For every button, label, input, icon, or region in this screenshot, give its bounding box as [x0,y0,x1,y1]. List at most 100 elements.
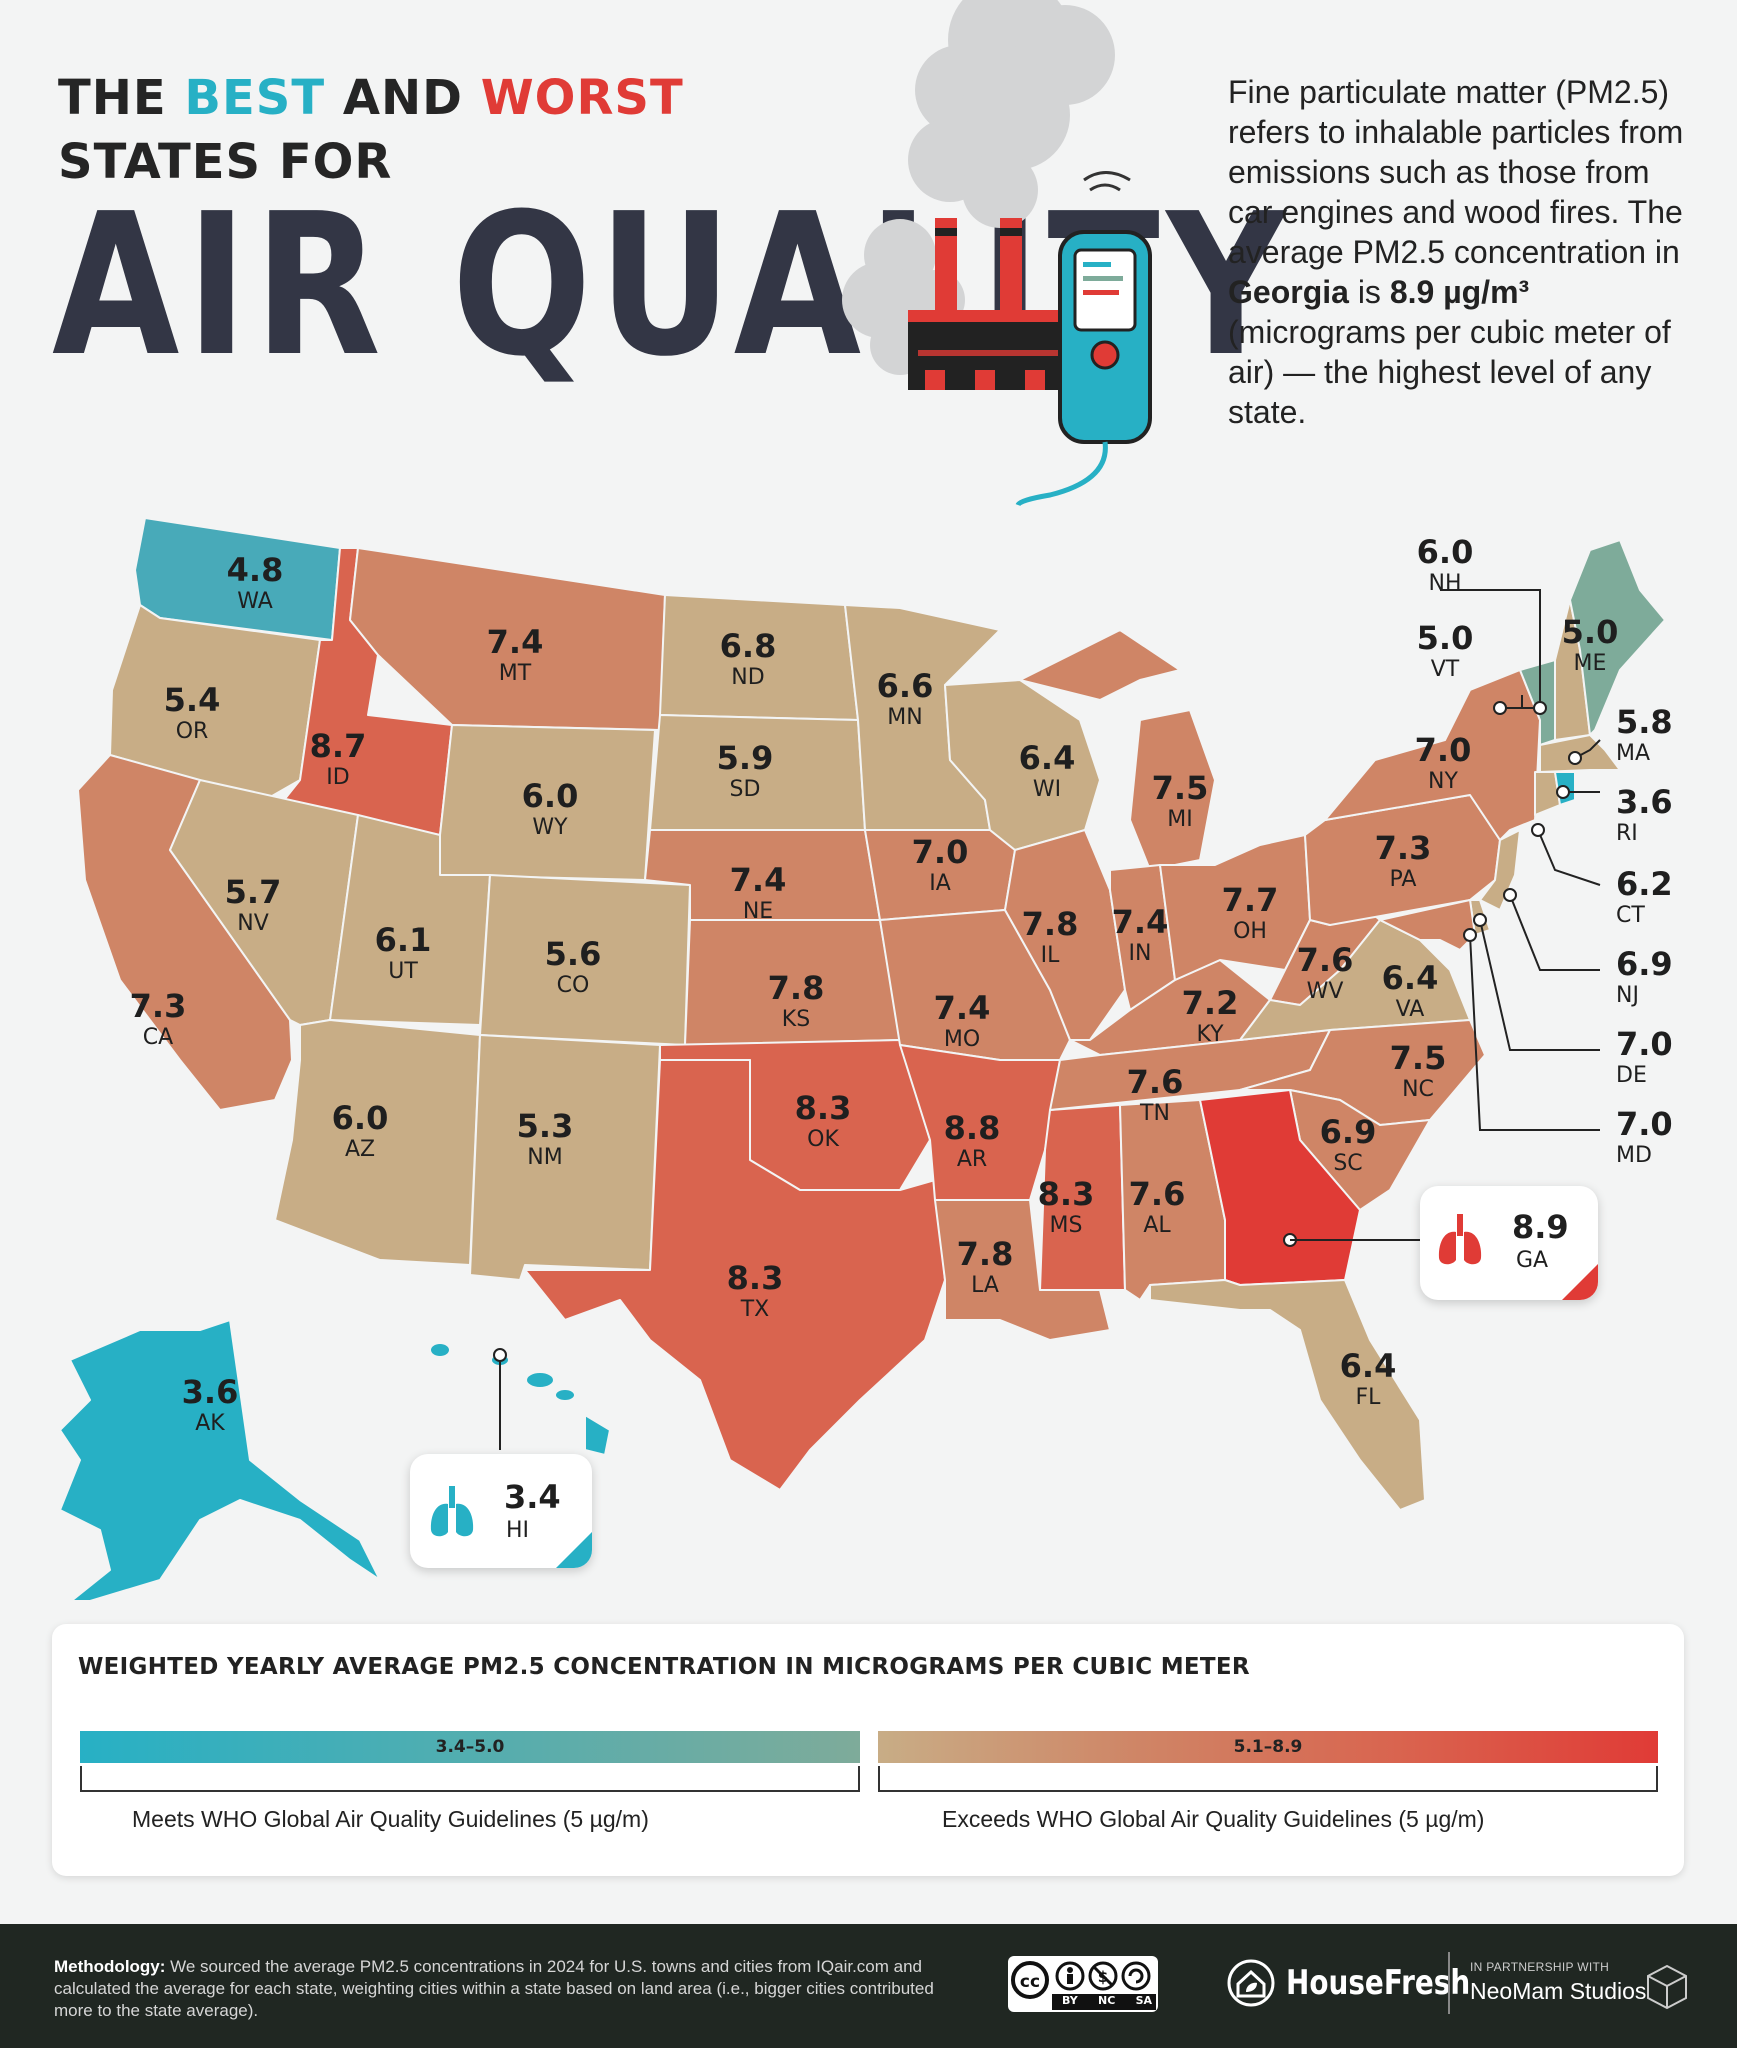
code-TN: TN [1140,1101,1170,1126]
label-IA: 7.0 IA [912,834,969,898]
label-KY: 7.2 KY [1182,985,1239,1049]
code-CO: CO [556,973,590,998]
code-SC: SC [1333,1151,1363,1176]
code-WI: WI [1032,777,1062,802]
callout-corner [1562,1264,1598,1300]
label-NC: 7.5 NC [1390,1040,1447,1104]
code-AK: AK [195,1411,225,1436]
value-KS: 7.8 [767,969,825,1007]
cc-sa: SA [1135,1994,1152,2007]
value-NV: 5.7 [224,873,282,911]
code-CT: CT [1616,903,1645,928]
value-IA: 7.0 [911,833,969,871]
value-OH: 7.7 [1221,881,1279,919]
header-illustration [842,0,1152,507]
lungs-icon [430,1486,474,1537]
value-DE: 7.0 [1616,1025,1673,1063]
value-MA: 5.8 [1616,703,1673,741]
label-OH: 7.7 OH [1222,882,1279,946]
label-LA: 7.8 LA [957,1236,1014,1300]
value-FL: 6.4 [1339,1347,1397,1385]
value-CA: 7.3 [129,987,187,1025]
label-VA: 6.4 VA [1382,960,1439,1024]
code-MI: MI [1167,807,1193,832]
label-MT: 7.4 MT [487,624,544,688]
label-OR: 5.4 OR [164,682,221,746]
value-ME: 5.0 [1561,613,1619,651]
intro-part-1: Fine particulate matter (PM2.5) refers t… [1228,74,1684,270]
intro-state: Georgia [1228,274,1349,310]
code-OK: OK [807,1127,839,1152]
state-AR [899,1044,1061,1201]
legend-note-high: Exceeds WHO Global Air Quality Guideline… [942,1806,1485,1832]
label-CO: 5.6 CO [545,936,602,1000]
value-VA: 6.4 [1381,959,1439,997]
code-HI: HI [506,1518,530,1543]
value-TN: 7.6 [1126,1063,1184,1101]
label-TX: 8.3 TX [727,1260,784,1324]
legend-note-low: Meets WHO Global Air Quality Guidelines … [132,1806,649,1832]
value-MO: 7.4 [933,989,991,1027]
code-OR: OR [175,719,209,744]
value-NC: 7.5 [1389,1039,1447,1077]
value-CT: 6.2 [1616,865,1673,903]
value-RI: 3.6 [1616,783,1673,821]
value-OK: 8.3 [794,1089,852,1127]
code-MS: MS [1049,1213,1083,1238]
methodology-text: We sourced the average PM2.5 concentrati… [54,1957,934,2020]
code-ND: ND [731,665,765,690]
label-MN: 6.6 MN [877,668,934,732]
value-IL: 7.8 [1021,905,1079,943]
cc-nc: NC [1098,1994,1116,2007]
intro-value: 8.9 µg/m³ [1389,274,1530,310]
label-CT: 6.2 CT [1616,866,1673,930]
title-line-2: STATES FOR [58,134,393,190]
footer: Methodology: We sourced the average PM2.… [0,1924,1737,2048]
legend-title: WEIGHTED YEARLY AVERAGE PM2.5 CONCENTRAT… [78,1654,1250,1680]
state-TX [524,1059,946,1491]
legend-range-low: 3.4–5.0 [435,1737,505,1757]
value-IN: 7.4 [1111,903,1169,941]
label-WA: 4.8 WA [227,552,284,616]
state-MI [1019,629,1216,871]
value-MN: 6.6 [876,667,934,705]
code-NJ: NJ [1616,983,1639,1008]
brand-name: HouseFresh [1286,1963,1471,2003]
code-IL: IL [1040,943,1060,968]
value-WI: 6.4 [1018,739,1076,777]
code-PA: PA [1389,867,1417,892]
legend-range-high: 5.1–8.9 [1233,1737,1303,1757]
legend-panel: WEIGHTED YEARLY AVERAGE PM2.5 CONCENTRAT… [52,1624,1684,1876]
cc-by: BY [1062,1994,1078,2007]
creative-commons-icon: cc $ BY NC SA [1008,1956,1158,2016]
state-FL [1149,1279,1426,1511]
label-VT: 5.0 VT [1417,620,1474,684]
value-MT: 7.4 [486,623,544,661]
intro-paragraph: Fine particulate matter (PM2.5) refers t… [1228,72,1698,432]
value-WY: 6.0 [521,777,579,815]
label-MI: 7.5 MI [1152,770,1209,834]
label-NY: 7.0 NY [1415,732,1472,796]
label-MS: 8.3 MS [1038,1176,1095,1240]
state-HI [429,1342,611,1456]
code-MA: MA [1616,741,1651,766]
partner-label: IN PARTNERSHIP WITH [1470,1960,1610,1974]
label-CA: 7.3 CA [130,988,187,1052]
code-RI: RI [1616,821,1638,846]
value-VT: 5.0 [1416,619,1474,657]
value-LA: 7.8 [956,1235,1014,1273]
legend-bar-high: 5.1–8.9 [878,1731,1658,1763]
value-MD: 7.0 [1616,1105,1673,1143]
label-TN: 7.6 TN [1127,1064,1184,1128]
value-WV: 7.6 [1296,941,1354,979]
value-NH: 6.0 [1416,533,1474,571]
code-UT: UT [388,959,418,984]
code-WY: WY [532,815,568,840]
title-best: BEST [184,70,326,126]
code-NM: NM [527,1145,563,1170]
label-IL: 7.8 IL [1022,906,1079,970]
label-AZ: 6.0 AZ [332,1100,389,1164]
us-map [59,517,1666,1600]
neomam-cube-icon [1647,1964,1687,2010]
state-AK [59,1319,381,1600]
